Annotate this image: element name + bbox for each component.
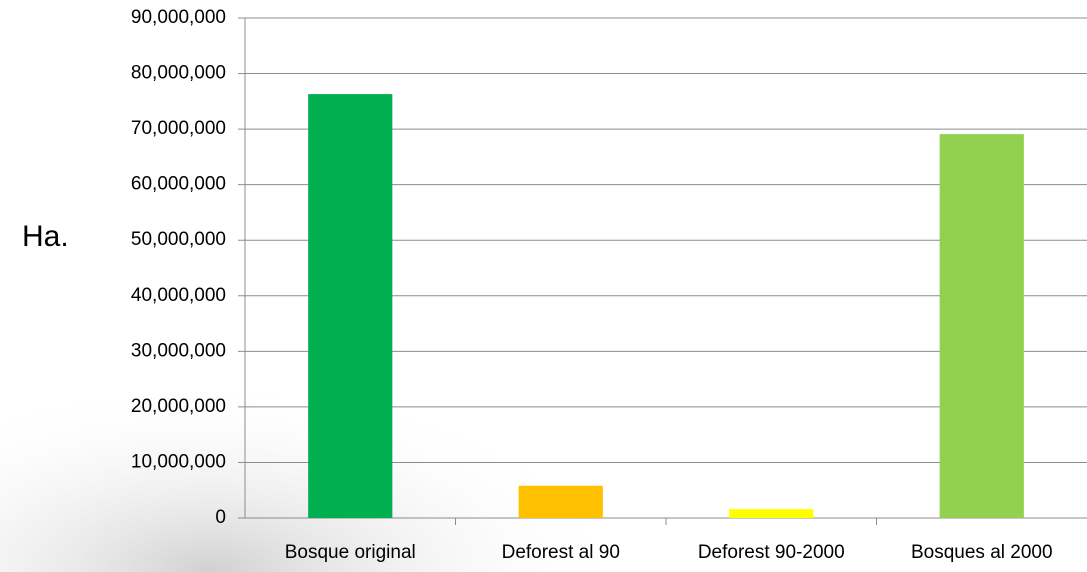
x-tick-label: Bosque original [285, 542, 416, 563]
x-tick-label: Bosques al 2000 [911, 542, 1053, 563]
x-tick-label: Deforest 90-2000 [698, 542, 845, 563]
y-tick-label: 50,000,000 [131, 229, 226, 250]
y-tick-label: 30,000,000 [131, 340, 226, 361]
y-tick-label: 40,000,000 [131, 285, 226, 306]
y-tick-label: 80,000,000 [131, 63, 226, 84]
bar [518, 485, 603, 518]
y-tick-label: 10,000,000 [131, 451, 226, 472]
x-tick-label: Deforest al 90 [502, 542, 620, 563]
y-tick-label: 20,000,000 [131, 396, 226, 417]
y-axis-label: Ha. [22, 220, 69, 253]
bar [308, 94, 393, 518]
bar [729, 509, 814, 518]
y-tick-label: 60,000,000 [131, 174, 226, 195]
y-tick-label: 90,000,000 [131, 7, 226, 28]
bar [939, 134, 1024, 518]
y-tick-label: 0 [215, 507, 226, 528]
y-tick-label: 70,000,000 [131, 118, 226, 139]
